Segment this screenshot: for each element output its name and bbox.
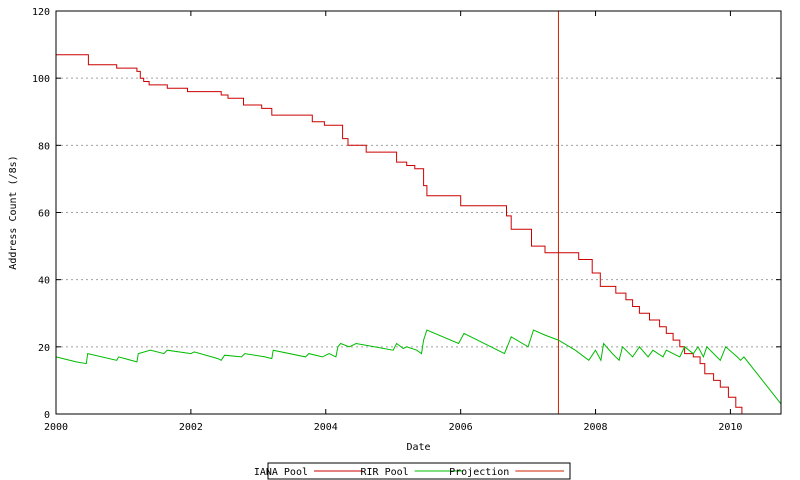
series-line-1 — [55, 329, 782, 405]
y-tick-label: 0 — [44, 410, 50, 421]
y-tick-label: 120 — [32, 7, 50, 18]
x-tick-label: 2004 — [314, 422, 338, 433]
series-line-0 — [56, 54, 743, 414]
legend-label: Projection — [449, 467, 509, 478]
y-axis-title: Address Count (/8s) — [8, 155, 19, 269]
y-tick-label: 100 — [32, 74, 50, 85]
y-tick-label: 60 — [38, 209, 50, 220]
y-tick-label: 80 — [38, 141, 50, 152]
y-tick-label: 20 — [38, 343, 50, 354]
grid-lines — [56, 77, 781, 348]
x-tick-label: 2006 — [449, 422, 473, 433]
x-tick-label: 2000 — [44, 422, 68, 433]
legend: IANA Pool RIR Pool Projection — [254, 462, 571, 480]
x-tick-label: 2010 — [718, 422, 742, 433]
x-tick-label: 2002 — [179, 422, 203, 433]
x-tick-label: 2008 — [583, 422, 607, 433]
legend-label: RIR Pool — [360, 467, 408, 478]
series-lines — [55, 54, 782, 414]
x-axis-title: Date — [406, 442, 430, 453]
legend-label: IANA Pool — [254, 467, 308, 478]
axis-ticks: 0 20 40 60 80 100 120 2000 2002 2004 2006 2008 2010 — [32, 7, 781, 433]
y-tick-label: 40 — [38, 276, 50, 287]
